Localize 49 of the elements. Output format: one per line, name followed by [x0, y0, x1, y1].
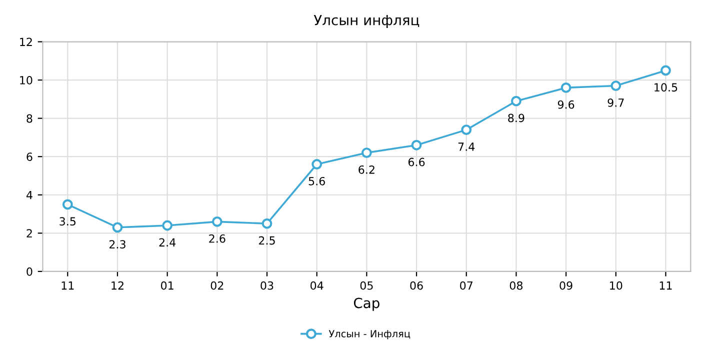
- point: [212, 216, 222, 227]
- point: [361, 148, 372, 158]
- y-tick-label: 12: [20, 38, 32, 46]
- chart-title: Улсын инфляц: [314, 14, 420, 28]
- point: [510, 96, 522, 106]
- y-tick-label: 2: [26, 229, 32, 238]
- legend-label: Улсын - Инфляц: [328, 330, 410, 340]
- y-tick-label: 10: [20, 76, 32, 84]
- point: [610, 80, 622, 91]
- x-tick-label: 05: [360, 281, 373, 290]
- x-tick-label: 08: [510, 281, 523, 290]
- point: [62, 199, 73, 210]
- y-tick-label: 0: [26, 267, 32, 276]
- x-tick-label: 10: [610, 281, 622, 290]
- data-label: 9.7: [608, 98, 624, 107]
- data-label: 7.4: [458, 142, 475, 151]
- point: [461, 124, 472, 136]
- point: [112, 222, 123, 233]
- x-axis-title: Сар: [354, 298, 380, 311]
- point: [560, 82, 572, 93]
- x-tick-label: 09: [560, 281, 572, 290]
- point: [660, 65, 671, 76]
- x-tick-label: 12: [112, 281, 124, 290]
- data-label: 6.6: [408, 158, 425, 166]
- point: [312, 159, 322, 170]
- x-tick-label: 07: [460, 281, 472, 290]
- y-tick-label: 8: [26, 114, 32, 123]
- x-tick-label: 04: [310, 281, 324, 290]
- x-tick-label: 11: [660, 282, 672, 290]
- y-tick-label: 4: [26, 191, 32, 200]
- data-label: 2.3: [109, 240, 126, 249]
- point: [411, 140, 422, 150]
- data-label: 3.5: [60, 217, 76, 226]
- data-label: 2.4: [159, 238, 176, 246]
- x-tick-label: 06: [410, 281, 423, 290]
- data-label: 6.2: [358, 165, 374, 174]
- x-tick-label: 11: [62, 282, 74, 290]
- point: [162, 220, 173, 231]
- x-tick-label: 02: [210, 281, 224, 290]
- data-label: 8.9: [508, 114, 524, 122]
- y-tick-label: 6: [26, 152, 32, 161]
- data-label: 10.5: [654, 83, 678, 92]
- data-label: 5.6: [308, 176, 325, 186]
- data-label: 2.5: [258, 236, 275, 245]
- data-label: 2.6: [209, 234, 226, 243]
- data-label: 9.6: [558, 100, 574, 109]
- x-tick-label: 03: [260, 281, 274, 290]
- x-tick-label: 01: [160, 281, 174, 290]
- point: [262, 218, 272, 229]
